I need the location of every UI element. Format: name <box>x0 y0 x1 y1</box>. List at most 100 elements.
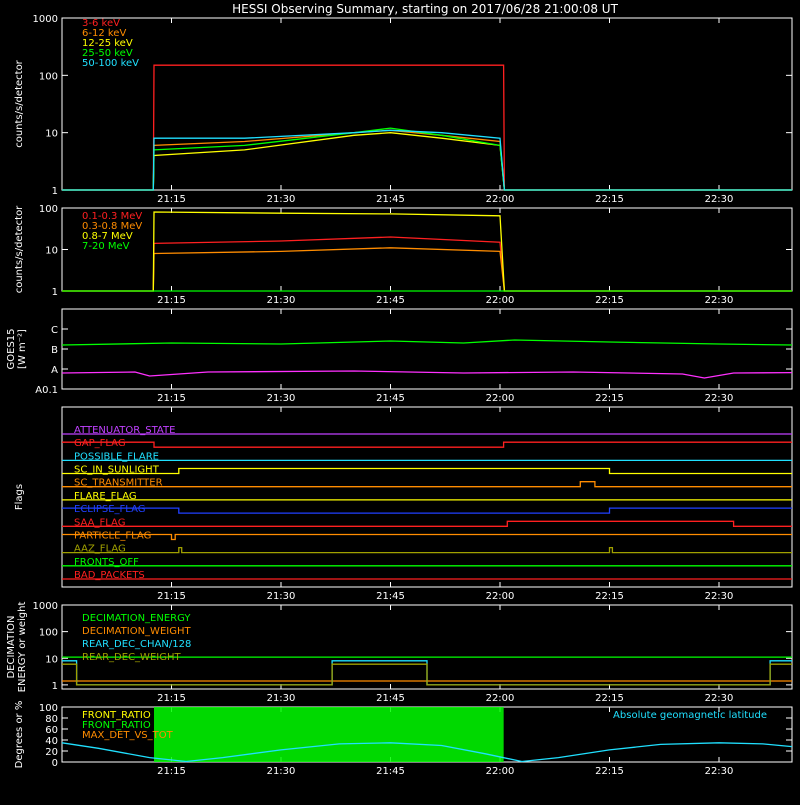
ratios-xtick-label: 21:30 <box>267 766 296 777</box>
goes-ytick-label: A <box>51 365 58 376</box>
ratios-legend-0: FRONT_RATIO <box>82 710 151 721</box>
counts_low-ytick-label: 100 <box>39 71 58 82</box>
goes-xtick-label: 22:15 <box>595 393 624 404</box>
ratios-xtick-label: 21:45 <box>376 766 405 777</box>
flag-line-8 <box>62 533 792 541</box>
decimation-ytick-label: 1 <box>52 681 58 692</box>
counts_low-frame <box>61 17 793 191</box>
flags-xtick-label: 22:15 <box>595 591 624 602</box>
ratios-ytick-label: 60 <box>45 725 58 736</box>
flag-line-3 <box>62 467 792 475</box>
goes-ytick-label: A0.1 <box>35 385 58 396</box>
counts_low-xtick-label: 21:15 <box>157 194 186 205</box>
front-ratio-fill <box>153 707 504 762</box>
goes-series-0 <box>61 339 793 346</box>
counts_high-xtick-label: 22:00 <box>486 295 515 306</box>
flags-xtick-label: 22:00 <box>486 591 515 602</box>
decimation-legend-0: DECIMATION_ENERGY <box>82 613 191 624</box>
counts_low-ytick-label: 10 <box>45 129 58 140</box>
counts_low-legend-3: 25-50 keV <box>82 48 133 59</box>
goes-xtick-label: 22:30 <box>705 393 734 404</box>
flag-line-7 <box>62 520 792 527</box>
decimation-xtick-label: 21:15 <box>157 693 186 704</box>
counts_low-xtick-label: 22:15 <box>595 194 624 205</box>
counts_low-legend-0: 3-6 keV <box>82 18 120 29</box>
decimation-frame <box>61 604 793 690</box>
flags-frame <box>61 406 793 588</box>
ratios-xtick-label: 22:15 <box>595 766 624 777</box>
geomagnetic-annotation: Absolute geomagnetic latitude <box>613 710 767 721</box>
decimation-legend-2: REAR_DEC_CHAN/128 <box>82 639 191 650</box>
decimation-xtick-label: 21:45 <box>376 693 405 704</box>
ratios-ytick-label: 0 <box>52 758 58 769</box>
flags-xtick-label: 21:15 <box>157 591 186 602</box>
flag-label-3: SC_IN_SUNLIGHT <box>74 465 160 476</box>
goes-xtick-label: 21:45 <box>376 393 405 404</box>
flag-label-0: ATTENUATOR_STATE <box>74 425 175 436</box>
counts_high-series-2 <box>62 211 792 292</box>
ratios-ytick-label: 40 <box>45 736 58 747</box>
flag-label-8: PARTICLE_FLAG <box>74 530 151 541</box>
flags-xtick-label: 21:45 <box>376 591 405 602</box>
counts_high-xtick-label: 21:30 <box>267 295 296 306</box>
goes-ylabel2: [W m⁻²] <box>17 329 28 369</box>
flag-label-9: AAZ_FLAG <box>74 544 126 555</box>
counts_high-legend-2: 0.8-7 MeV <box>82 231 133 242</box>
counts_high-ytick-label: 1 <box>52 287 58 298</box>
ratios-ytick-label: 20 <box>45 747 58 758</box>
counts_high-xtick-label: 22:30 <box>705 295 734 306</box>
ratios-legend-1: FRONT_RATIO <box>82 720 151 731</box>
decimation-legend-1: DECIMATION_WEIGHT <box>82 626 191 637</box>
counts_low-legend-1: 6-12 keV <box>82 28 126 39</box>
flag-label-6: ECLIPSE_FLAG <box>74 504 145 515</box>
counts_high-xtick-label: 22:15 <box>595 295 624 306</box>
flag-label-1: GAP_FLAG <box>74 438 126 449</box>
counts_high-legend-1: 0.3-0.8 MeV <box>82 221 142 232</box>
counts_high-ylabel: counts/s/detector <box>14 205 25 293</box>
ratios-xtick-label: 22:00 <box>486 766 515 777</box>
counts_low-xtick-label: 22:00 <box>486 194 515 205</box>
counts_low-legend-2: 12-25 keV <box>82 38 133 49</box>
counts_low-ytick-label: 1000 <box>33 14 58 25</box>
goes-series-1 <box>61 370 793 379</box>
goes-xtick-label: 22:00 <box>486 393 515 404</box>
decimation-legend-3: REAR_DEC_WEIGHT <box>82 652 181 663</box>
goes-xtick-label: 21:15 <box>157 393 186 404</box>
decimation-ylabel: DECIMATION <box>6 615 17 678</box>
goes-ylabel: GOES15 <box>6 328 17 369</box>
ratios-ytick-label: 80 <box>45 714 58 725</box>
ratios-ytick-label: 100 <box>39 703 58 714</box>
goes-ytick-label: C <box>51 325 58 336</box>
flag-line-1 <box>62 441 792 448</box>
counts_high-legend-0: 0.1-0.3 MeV <box>82 211 142 222</box>
flags-ylabel: Flags <box>14 484 25 510</box>
counts_low-xtick-label: 21:45 <box>376 194 405 205</box>
counts_low-xtick-label: 21:30 <box>267 194 296 205</box>
ratios-ylabel: Degrees or % <box>14 701 25 769</box>
counts_low-xtick-label: 22:30 <box>705 194 734 205</box>
decimation-ylabel2: ENERGY or weight <box>17 602 28 693</box>
figure-title: HESSI Observing Summary, starting on 201… <box>232 2 618 16</box>
counts_high-ytick-label: 10 <box>45 246 58 257</box>
goes-xtick-label: 21:30 <box>267 393 296 404</box>
ratios-xtick-label: 21:15 <box>157 766 186 777</box>
flag-label-7: SAA_FLAG <box>74 517 125 528</box>
flags-xtick-label: 22:30 <box>705 591 734 602</box>
decimation-ytick-label: 1000 <box>33 601 58 612</box>
counts_high-xtick-label: 21:45 <box>376 295 405 306</box>
counts_high-ytick-label: 100 <box>39 204 58 215</box>
flag-label-4: SC_TRANSMITTER <box>74 478 163 489</box>
counts_high-xtick-label: 21:15 <box>157 295 186 306</box>
counts_low-ylabel: counts/s/detector <box>14 59 25 147</box>
flag-label-11: BAD_PACKETS <box>74 570 145 581</box>
flag-line-6 <box>62 507 792 514</box>
flags-xtick-label: 21:30 <box>267 591 296 602</box>
decimation-xtick-label: 22:00 <box>486 693 515 704</box>
counts_low-ytick-label: 1 <box>52 186 58 197</box>
decimation-ytick-label: 100 <box>39 628 58 639</box>
counts_low-legend-4: 50-100 keV <box>82 58 139 69</box>
ratios-xtick-label: 22:30 <box>705 766 734 777</box>
ratios-legend-2: MAX_DET_VS_TOT <box>82 730 174 741</box>
